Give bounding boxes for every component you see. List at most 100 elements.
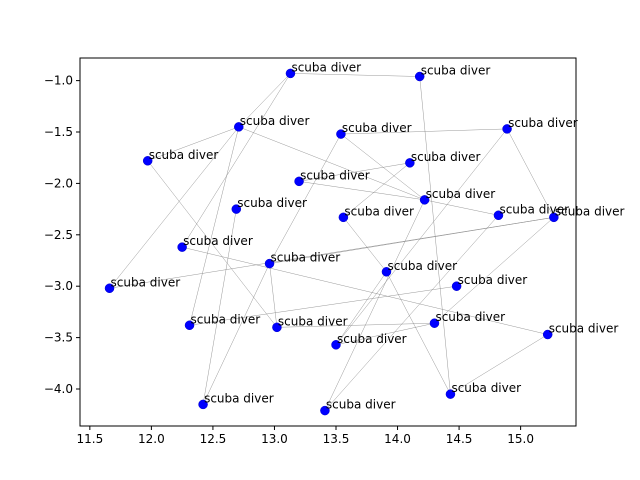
edge-28: [109, 217, 554, 289]
edge-29: [189, 285, 457, 326]
data-point-11: [493, 210, 504, 221]
data-point-20: [429, 318, 440, 328]
point-label-3: scuba diver: [342, 121, 412, 135]
x-tick-label-2: 12.5: [200, 432, 227, 446]
edge-25: [269, 263, 278, 328]
edge-1: [238, 73, 291, 128]
edge-31: [335, 322, 435, 346]
data-point-4: [502, 124, 512, 134]
point-label-18: scuba diver: [191, 312, 261, 326]
data-point-12: [549, 212, 559, 223]
edge-23: [182, 246, 548, 335]
data-point-15: [381, 267, 392, 277]
edge-10: [147, 160, 278, 328]
data-point-2: [234, 122, 244, 132]
data-point-17: [451, 281, 462, 291]
data-point-23: [445, 389, 456, 399]
y-tick-label-6: −4.0: [44, 382, 73, 396]
point-labels-layer: scuba diver scuba diver scuba diver scuba d…: [111, 60, 625, 411]
edge-20: [434, 217, 555, 324]
edge-30: [276, 322, 435, 328]
point-label-23: scuba diver: [451, 381, 521, 395]
data-point-19: [272, 322, 282, 333]
edge-24: [202, 263, 270, 405]
edge-3: [419, 76, 451, 395]
data-point-25: [320, 405, 330, 416]
point-label-12: scuba diver: [555, 204, 625, 218]
data-point-13: [177, 242, 187, 252]
data-point-0: [285, 68, 296, 79]
y-tick-label-0: −1.0: [44, 74, 73, 88]
edge-27: [335, 271, 387, 345]
point-label-15: scuba diver: [387, 259, 457, 273]
point-label-7: scuba diver: [300, 168, 370, 182]
edge-21: [506, 128, 555, 218]
edge-14: [424, 199, 499, 216]
point-label-25: scuba diver: [326, 398, 396, 412]
point-label-14: scuba diver: [271, 251, 341, 265]
y-tick-label-4: −3.0: [44, 279, 73, 293]
data-point-9: [231, 204, 242, 214]
data-point-24: [198, 399, 208, 410]
data-point-14: [264, 258, 275, 269]
point-label-9: scuba diver: [237, 196, 307, 210]
edge-33: [324, 199, 425, 411]
point-label-8: scuba diver: [426, 187, 496, 201]
data-point-7: [294, 176, 304, 187]
y-tick-label-3: −2.5: [44, 228, 73, 242]
x-tick-label-0: 11.5: [76, 432, 103, 446]
point-label-2: scuba diver: [240, 114, 310, 128]
edge-13: [299, 181, 425, 201]
edge-16: [202, 209, 237, 405]
edge-32: [450, 334, 548, 395]
data-point-18: [184, 320, 195, 331]
edge-22: [335, 128, 508, 345]
x-tick-label-3: 13.0: [261, 432, 288, 446]
edge-8: [340, 128, 508, 135]
data-point-1: [414, 71, 425, 82]
point-label-10: scuba diver: [344, 204, 414, 218]
point-label-24: scuba diver: [204, 391, 274, 405]
point-label-5: scuba diver: [149, 148, 219, 162]
x-tick-label-6: 14.5: [446, 432, 473, 446]
edge-2: [181, 73, 291, 248]
x-tick-label-4: 13.5: [323, 432, 350, 446]
y-tick-label-2: −2.0: [44, 176, 73, 190]
edges-layer: [109, 73, 555, 411]
edge-7: [238, 126, 425, 201]
edge-18: [324, 215, 499, 411]
x-tick-label-5: 14.0: [384, 432, 411, 446]
point-label-19: scuba diver: [278, 314, 348, 328]
data-point-3: [336, 129, 346, 139]
plot-frame: [79, 57, 577, 427]
point-label-4: scuba diver: [508, 116, 578, 130]
data-point-10: [338, 212, 349, 223]
data-point-8: [419, 195, 430, 205]
edge-4: [147, 126, 239, 162]
y-tick-label-1: −1.5: [44, 125, 73, 139]
data-point-21: [542, 329, 553, 340]
y-axis: −1.0 −1.5 −2.0 −2.5 −3.0 −3.5 −4.0: [44, 74, 80, 396]
data-point-22: [331, 340, 341, 350]
points-layer: [104, 68, 559, 416]
data-point-5: [142, 156, 153, 166]
edge-6: [189, 126, 240, 326]
point-label-21: scuba diver: [549, 322, 619, 336]
point-label-16: scuba diver: [111, 275, 181, 289]
point-label-22: scuba diver: [337, 332, 407, 346]
point-label-1: scuba diver: [421, 64, 491, 78]
point-label-17: scuba diver: [458, 273, 528, 287]
edge-0: [290, 73, 420, 77]
point-label-11: scuba diver: [499, 202, 569, 216]
data-point-6: [405, 158, 415, 168]
data-point-16: [104, 283, 115, 294]
edge-15: [340, 133, 425, 201]
edge-17: [343, 217, 387, 272]
edge-5: [109, 126, 239, 289]
point-label-20: scuba diver: [435, 310, 505, 324]
x-axis: 11.5 12.0 12.5 13.0 13.5 14.0 14.5 15.0: [76, 426, 534, 446]
x-tick-label-7: 15.0: [507, 432, 534, 446]
point-label-0: scuba diver: [291, 60, 361, 74]
edge-26: [386, 271, 451, 395]
